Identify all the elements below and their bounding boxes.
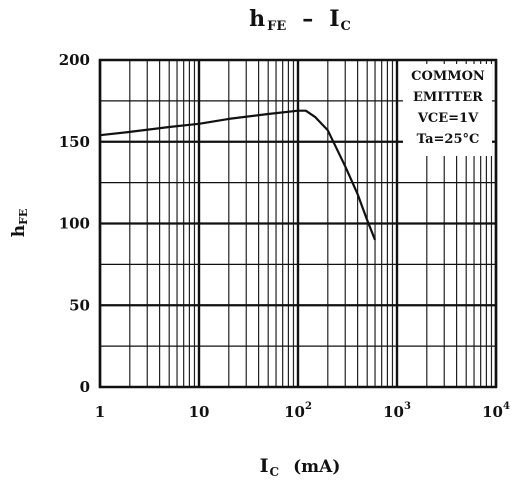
- x-tick-labels: 1 10 102 103 104: [95, 401, 510, 421]
- hfe-curve: [99, 109, 377, 241]
- chart-title-rhs-sub: C: [341, 19, 351, 34]
- conditions-note: COMMON EMITTER VCE=1V Ta=25°C: [403, 64, 492, 156]
- y-axis-label: hFE: [9, 209, 30, 238]
- chart-title-main: h: [249, 6, 265, 32]
- y-tick-labels: 0 50 100 150 200: [59, 51, 90, 396]
- y-tick-label: 0: [80, 378, 90, 396]
- chart-title-dash: –: [302, 6, 313, 32]
- conditions-note-bg: [403, 64, 492, 156]
- x-axis-label: IC (mA): [260, 455, 341, 479]
- plot-frame: [98, 58, 498, 389]
- x-tick-label: 104: [482, 401, 510, 421]
- x-axis-label-unit: (mA): [293, 457, 340, 477]
- y-tick-label: 150: [59, 133, 90, 151]
- note-line-4: Ta=25°C: [417, 132, 480, 147]
- y-tick-label: 100: [59, 215, 90, 233]
- chart-title: h FE – IC: [249, 6, 351, 34]
- x-tick-label: 10: [189, 403, 210, 421]
- note-line-3: VCE=1V: [417, 111, 479, 126]
- note-line-2: EMITTER: [413, 90, 483, 105]
- x-tick-label: 103: [383, 401, 411, 421]
- chart-title-main-sub: FE: [267, 19, 286, 34]
- y-tick-label: 50: [69, 296, 90, 314]
- chart-title-rhs: I: [329, 6, 339, 32]
- y-axis-label-sub: FE: [17, 209, 30, 225]
- note-line-1: COMMON: [411, 69, 485, 84]
- x-tick-label: 102: [284, 401, 312, 421]
- x-axis-label-sub: C: [270, 465, 280, 479]
- x-axis-label-main: I: [260, 455, 269, 477]
- y-axis-label-main: h: [9, 225, 29, 237]
- x-tick-label: 1: [95, 403, 105, 421]
- y-tick-label: 200: [59, 51, 90, 69]
